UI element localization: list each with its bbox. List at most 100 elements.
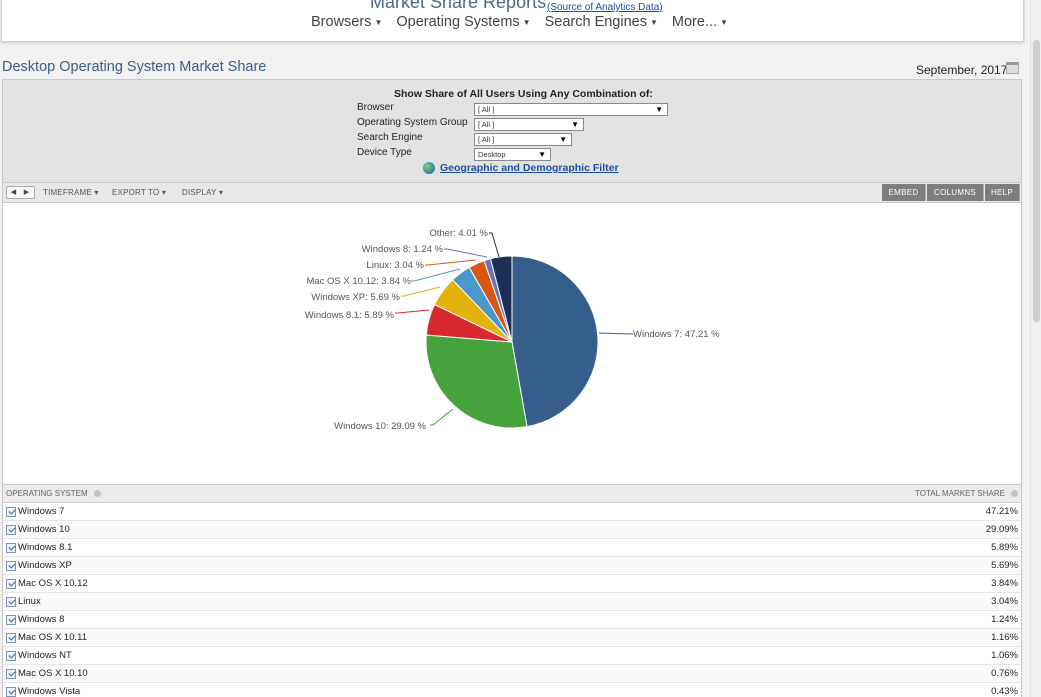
pie-data-label: Other: 4.01 % bbox=[429, 228, 488, 239]
nav-search-engines-label: Search Engines bbox=[544, 14, 647, 30]
nav-browsers-label: Browsers bbox=[311, 14, 372, 30]
row-checkbox[interactable] bbox=[6, 579, 16, 589]
filter-label-search-engine: Search Engine bbox=[357, 132, 423, 143]
row-os-name: Windows 8.1 bbox=[18, 542, 73, 553]
row-os-name: Windows Vista bbox=[18, 686, 81, 697]
row-checkbox[interactable] bbox=[6, 615, 16, 625]
help-button[interactable]: HELP bbox=[985, 184, 1020, 201]
row-share-value: 1.06% bbox=[991, 650, 1018, 661]
row-os-name: Windows 10 bbox=[18, 524, 70, 535]
display-label: DISPLAY bbox=[182, 188, 217, 197]
date-label: September, 2017 bbox=[916, 63, 1008, 77]
pie-data-label: Windows 8.1: 5.89 % bbox=[305, 310, 395, 321]
sort-icon bbox=[93, 490, 101, 498]
pie-leader-line bbox=[598, 332, 633, 335]
row-os-name: Windows 7 bbox=[18, 506, 65, 517]
chart-area: Windows 7: 47.21 % Windows 10: 29.09 % Win… bbox=[2, 203, 1022, 484]
page-scrollbar[interactable] bbox=[1030, 0, 1041, 697]
row-checkbox[interactable] bbox=[6, 669, 16, 679]
column-header-share-label: TOTAL MARKET SHARE bbox=[915, 489, 1005, 498]
pie-data-label: Windows 10: 29.09 % bbox=[334, 421, 426, 432]
row-checkbox[interactable] bbox=[6, 507, 16, 517]
chevron-down-icon: ▼ bbox=[649, 17, 658, 27]
row-share-value: 1.16% bbox=[991, 632, 1018, 643]
browser-select[interactable]: [ All ] ▼ bbox=[474, 103, 668, 116]
pie-leader-line bbox=[425, 259, 477, 266]
calendar-icon[interactable] bbox=[1006, 62, 1019, 74]
row-checkbox[interactable] bbox=[6, 597, 16, 607]
column-header-os[interactable]: OPERATING SYSTEM bbox=[6, 489, 101, 498]
columns-button[interactable]: COLUMNS bbox=[927, 184, 984, 201]
device-type-select-value: Desktop bbox=[478, 150, 506, 159]
nav-more[interactable]: More... ▼ bbox=[672, 14, 728, 30]
nav-operating-systems[interactable]: Operating Systems ▼ bbox=[396, 14, 530, 30]
source-of-analytics-link[interactable]: (Source of Analytics Data) bbox=[547, 2, 663, 13]
row-checkbox[interactable] bbox=[6, 633, 16, 643]
pager: ◀ ▶ bbox=[6, 186, 35, 199]
export-label: EXPORT TO bbox=[112, 188, 160, 197]
table-row[interactable]: Windows 7 47.21% bbox=[3, 503, 1021, 521]
timeframe-label: TIMEFRAME bbox=[43, 188, 92, 197]
main-nav: Browsers ▼ Operating Systems ▼ Search Engi… bbox=[311, 14, 742, 30]
search-engine-select-value: [ All ] bbox=[478, 135, 495, 144]
table-row[interactable]: Windows 10 29.09% bbox=[3, 521, 1021, 539]
row-checkbox[interactable] bbox=[6, 543, 16, 553]
scrollbar-thumb[interactable] bbox=[1033, 40, 1040, 322]
table-header: OPERATING SYSTEM TOTAL MARKET SHARE bbox=[3, 485, 1021, 503]
table-row[interactable]: Windows Vista 0.43% bbox=[3, 683, 1021, 697]
table-row[interactable]: Windows 8.1 5.89% bbox=[3, 539, 1021, 557]
chevron-down-icon: ▼ bbox=[720, 17, 728, 27]
table-row[interactable]: Linux 3.04% bbox=[3, 593, 1021, 611]
dropdown-arrow-icon: ▼ bbox=[571, 120, 579, 129]
row-os-name: Mac OS X 10.10 bbox=[18, 668, 88, 679]
pie-slice-other[interactable] bbox=[489, 255, 513, 343]
display-menu[interactable]: DISPLAY ▾ bbox=[182, 188, 223, 197]
row-checkbox[interactable] bbox=[6, 561, 16, 571]
pie-data-label: Mac OS X 10.12: 3.84 % bbox=[306, 276, 411, 287]
table-row[interactable]: Windows 8 1.24% bbox=[3, 611, 1021, 629]
os-group-select[interactable]: [ All ] ▼ bbox=[474, 118, 584, 131]
report-toolbar: ◀ ▶ TIMEFRAME ▾ EXPORT TO ▾ DISPLAY ▾ EMB… bbox=[2, 183, 1022, 203]
filter-panel: Show Share of All Users Using Any Combin… bbox=[2, 79, 1022, 183]
table-body: Windows 7 47.21% Windows 10 29.09% Windows 8… bbox=[3, 503, 1021, 697]
sort-icon bbox=[1011, 490, 1018, 498]
table-row[interactable]: Mac OS X 10.12 3.84% bbox=[3, 575, 1021, 593]
embed-button[interactable]: EMBED bbox=[882, 184, 926, 201]
pie-slice-windows-7[interactable] bbox=[511, 255, 599, 428]
search-engine-select[interactable]: [ All ] ▼ bbox=[474, 133, 572, 146]
chevron-down-icon: ▾ bbox=[161, 188, 167, 197]
row-os-name: Windows 8 bbox=[18, 614, 65, 625]
next-page-button[interactable]: ▶ bbox=[23, 189, 30, 196]
nav-search-engines[interactable]: Search Engines ▼ bbox=[545, 14, 658, 30]
export-menu[interactable]: EXPORT TO ▾ bbox=[112, 188, 166, 197]
timeframe-menu[interactable]: TIMEFRAME ▾ bbox=[43, 188, 99, 197]
table-row[interactable]: Windows NT 1.06% bbox=[3, 647, 1021, 665]
column-header-share[interactable]: TOTAL MARKET SHARE bbox=[915, 489, 1018, 498]
filter-title: Show Share of All Users Using Any Combin… bbox=[394, 88, 653, 100]
pie-data-label: Windows XP: 5.69 % bbox=[311, 292, 400, 303]
row-checkbox[interactable] bbox=[6, 651, 16, 661]
row-checkbox[interactable] bbox=[6, 525, 16, 535]
nav-browsers[interactable]: Browsers ▼ bbox=[311, 14, 382, 30]
table-row[interactable]: Mac OS X 10.11 1.16% bbox=[3, 629, 1021, 647]
pie-chart: Windows 7: 47.21 % Windows 10: 29.09 % Win… bbox=[305, 228, 720, 432]
chevron-down-icon: ▾ bbox=[94, 188, 99, 197]
device-type-select[interactable]: Desktop ▼ bbox=[474, 148, 551, 161]
pie-leader-line bbox=[489, 232, 500, 258]
prev-page-button[interactable]: ◀ bbox=[10, 189, 17, 196]
geographic-filter-link[interactable]: Geographic and Demographic Filter bbox=[440, 162, 619, 174]
site-header: Market Share Reports (Source of Analytic… bbox=[1, 0, 1024, 42]
os-group-select-value: [ All ] bbox=[478, 120, 495, 129]
pie-slice-windows-10[interactable] bbox=[425, 334, 528, 429]
site-title: Market Share Reports bbox=[370, 0, 547, 12]
row-share-value: 5.69% bbox=[991, 560, 1018, 571]
row-checkbox[interactable] bbox=[6, 687, 16, 697]
chevron-down-icon: ▾ bbox=[218, 188, 224, 197]
pie-data-label: Windows 8: 1.24 % bbox=[362, 244, 444, 255]
row-share-value: 0.43% bbox=[991, 686, 1018, 697]
column-header-os-label: OPERATING SYSTEM bbox=[6, 489, 88, 498]
table-row[interactable]: Mac OS X 10.10 0.76% bbox=[3, 665, 1021, 683]
pie-data-label: Windows 7: 47.21 % bbox=[633, 329, 720, 340]
table-row[interactable]: Windows XP 5.69% bbox=[3, 557, 1021, 575]
page-title: Desktop Operating System Market Share bbox=[2, 59, 267, 75]
